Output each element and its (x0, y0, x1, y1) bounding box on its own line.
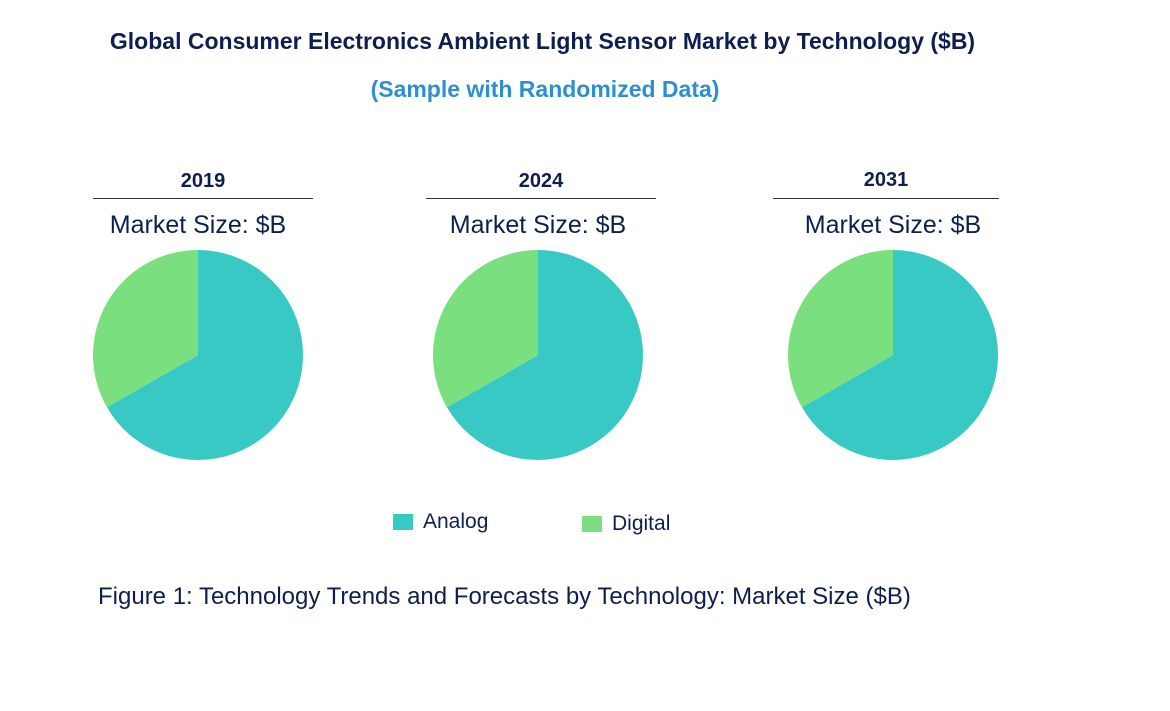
pie-slice-digital-2024 (433, 250, 538, 408)
market-size-label: Market Size: $B (449, 211, 627, 239)
legend-item-digital: Digital (582, 512, 670, 536)
pie-slice-analog-2019 (106, 250, 303, 460)
pie-chart-2024 (433, 250, 643, 460)
chart-subtitle: (Sample with Randomized Data) (370, 76, 720, 102)
pie-slice-analog-2031 (801, 250, 998, 460)
pie-slice-digital-2019 (92, 250, 198, 408)
legend-item-analog: Analog (393, 510, 488, 534)
market-size-label: Market Size: $B (109, 211, 287, 239)
pie-slice-digital-2031 (788, 250, 893, 408)
legend-swatch-analog (393, 514, 413, 530)
year-divider (426, 198, 656, 199)
year-divider (93, 198, 313, 199)
pie-year-2031: 2031 (863, 169, 909, 191)
chart-title: Global Consumer Electronics Ambient Ligh… (109, 28, 976, 54)
market-size-label: Market Size: $B (804, 211, 982, 239)
pie-year-2024: 2024 (518, 170, 564, 192)
pie-year-2019: 2019 (180, 170, 226, 192)
legend-label-analog: Analog (423, 510, 489, 533)
pie-chart-2019 (92, 250, 303, 460)
year-divider (773, 198, 999, 199)
legend-label-digital: Digital (612, 512, 671, 535)
pie-chart-2031 (788, 250, 998, 460)
legend-swatch-digital (582, 516, 602, 532)
pie-slice-analog-2024 (446, 250, 643, 460)
figure-caption: Figure 1: Technology Trends and Forecast… (98, 583, 911, 610)
